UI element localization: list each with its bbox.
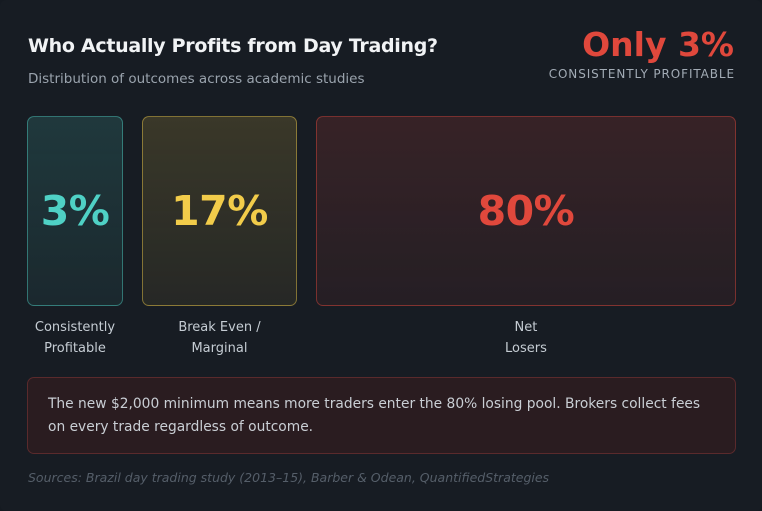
- chart-title: Who Actually Profits from Day Trading?: [28, 35, 438, 57]
- outcome-category-label: Break Even / Marginal: [178, 320, 261, 356]
- outcome-value-label: 17%: [171, 187, 268, 235]
- outcome-bar-losers: 80%: [315, 116, 736, 306]
- callout-note: The new $2,000 minimum means more trader…: [27, 377, 736, 454]
- headline-stat: Only 3%: [582, 25, 734, 64]
- source-citation: Sources: Brazil day trading study (2013–…: [28, 470, 550, 485]
- outcome-bars: 3% Consistently Profitable 17% Break Even /…: [27, 116, 736, 356]
- outcome-value-label: 80%: [477, 187, 575, 235]
- outcome-bar-profitable: 3%: [27, 116, 123, 306]
- outcome-category-label: Consistently Profitable: [34, 320, 116, 356]
- outcome-value-label: 3%: [40, 187, 110, 235]
- headline-stat-label: CONSISTENTLY PROFITABLE: [548, 67, 735, 81]
- outcome-category-label: Net Losers: [505, 320, 547, 356]
- outcome-bar-break-even: 17%: [142, 116, 297, 306]
- chart-subtitle: Distribution of outcomes across academic…: [28, 71, 365, 87]
